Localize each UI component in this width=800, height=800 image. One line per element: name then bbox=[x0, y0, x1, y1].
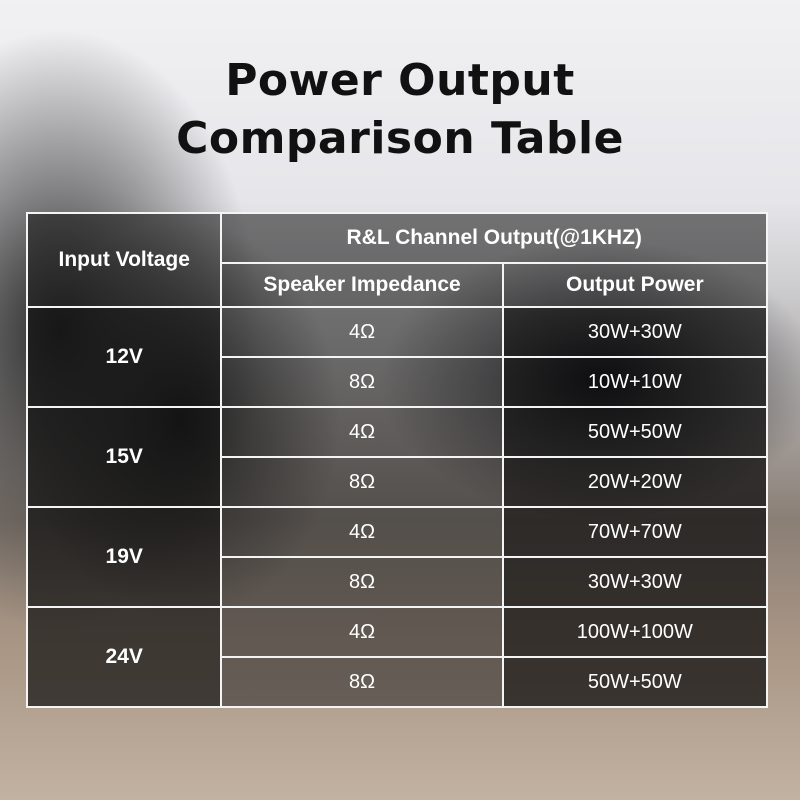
voltage-cell: 19V bbox=[25, 506, 223, 608]
impedance-cell: 8Ω bbox=[220, 356, 504, 408]
header-channel-output: R&L Channel Output(@1KHZ) bbox=[220, 212, 768, 264]
impedance-cell: 8Ω bbox=[220, 656, 504, 708]
impedance-cell: 8Ω bbox=[220, 556, 504, 608]
page-title: Power Output Comparison Table bbox=[0, 52, 800, 168]
impedance-cell: 4Ω bbox=[220, 406, 504, 458]
power-cell: 50W+50W bbox=[501, 656, 769, 708]
table-row: 8Ω 30W+30W bbox=[27, 556, 769, 608]
header-output-power: Output Power bbox=[501, 262, 769, 308]
table-row: 12V 4Ω 30W+30W bbox=[25, 306, 769, 408]
table-row: 8Ω 50W+50W bbox=[27, 656, 769, 708]
table-row: 24V 4Ω 100W+100W bbox=[25, 606, 769, 708]
impedance-cell: 4Ω bbox=[220, 506, 504, 558]
power-cell: 30W+30W bbox=[501, 556, 769, 608]
power-comparison-table: Input Voltage R&L Channel Output(@1KHZ) … bbox=[25, 212, 769, 708]
table-row: 19V 4Ω 70W+70W bbox=[25, 506, 769, 608]
table-row: 8Ω 20W+20W bbox=[27, 456, 769, 508]
power-cell: 70W+70W bbox=[501, 506, 769, 558]
power-cell: 50W+50W bbox=[501, 406, 769, 458]
impedance-cell: 4Ω bbox=[220, 306, 504, 358]
voltage-cell: 24V bbox=[25, 606, 223, 708]
impedance-cell: 4Ω bbox=[220, 606, 504, 658]
header-input-voltage: Input Voltage bbox=[25, 212, 223, 308]
table-row: 8Ω 10W+10W bbox=[27, 356, 769, 408]
power-cell: 10W+10W bbox=[501, 356, 769, 408]
voltage-cell: 12V bbox=[25, 306, 223, 408]
header-speaker-impedance: Speaker Impedance bbox=[220, 262, 504, 308]
impedance-cell: 8Ω bbox=[220, 456, 504, 508]
title-line-1: Power Output bbox=[225, 55, 575, 106]
power-cell: 100W+100W bbox=[501, 606, 769, 658]
voltage-cell: 15V bbox=[25, 406, 223, 508]
power-cell: 20W+20W bbox=[501, 456, 769, 508]
power-cell: 30W+30W bbox=[501, 306, 769, 358]
table-row: 15V 4Ω 50W+50W bbox=[25, 406, 769, 508]
title-line-2: Comparison Table bbox=[176, 113, 624, 164]
